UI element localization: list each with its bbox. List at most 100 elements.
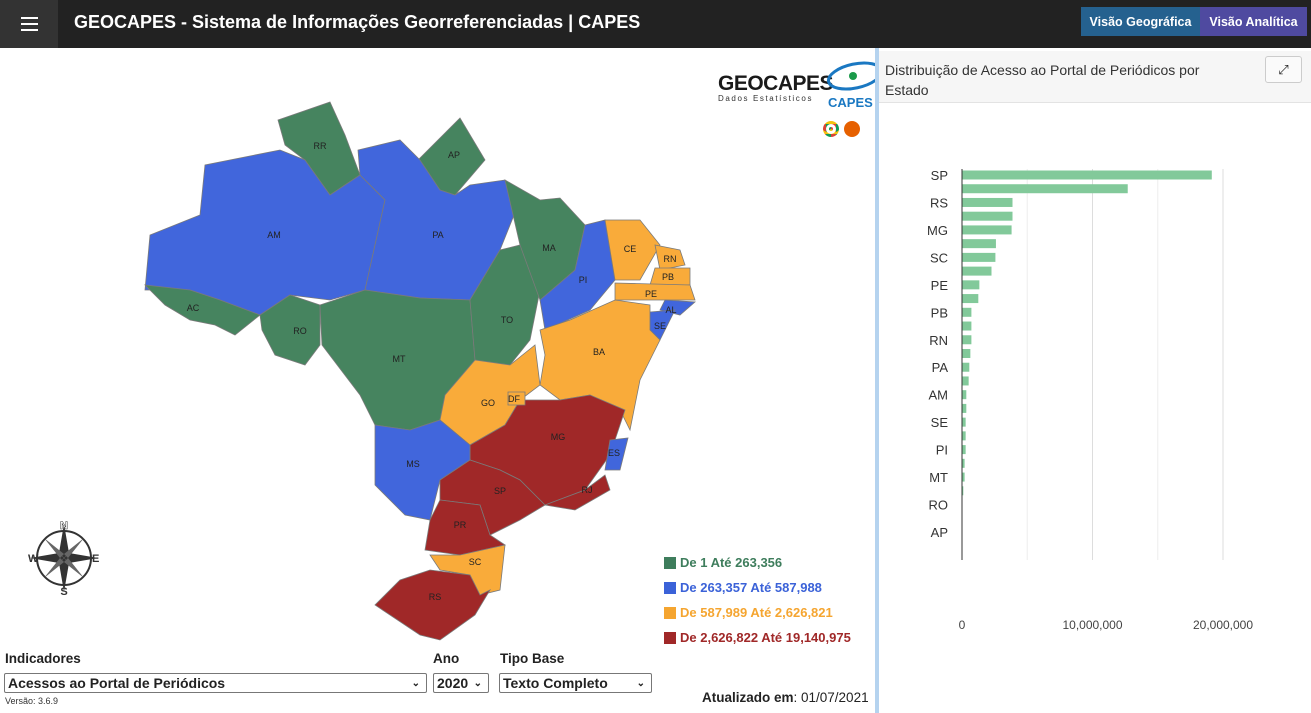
state-label: ES bbox=[608, 448, 620, 458]
hamburger-icon[interactable] bbox=[0, 0, 58, 48]
y-tick-label: MG bbox=[927, 223, 948, 238]
bar[interactable] bbox=[962, 239, 996, 249]
state-label: PA bbox=[432, 230, 443, 240]
state-ba[interactable] bbox=[539, 299, 661, 432]
state-sp[interactable] bbox=[439, 459, 546, 536]
bar[interactable] bbox=[962, 390, 967, 400]
x-tick-label: 0 bbox=[959, 618, 966, 632]
bar[interactable] bbox=[962, 486, 964, 496]
bar[interactable] bbox=[962, 225, 1012, 235]
ano-select[interactable]: 2020 ⌄ bbox=[433, 673, 489, 693]
state-label: RO bbox=[293, 326, 307, 336]
state-sc[interactable] bbox=[429, 544, 506, 596]
bar[interactable] bbox=[962, 321, 972, 331]
ano-value: 2020 bbox=[437, 675, 469, 691]
version-text: Versão: 3.6.9 bbox=[5, 696, 59, 706]
bar[interactable] bbox=[962, 266, 992, 276]
updated-at: Atualizado em: 01/07/2021 bbox=[702, 690, 869, 705]
state-label: AM bbox=[267, 230, 281, 240]
bar[interactable] bbox=[962, 197, 1013, 207]
bar[interactable] bbox=[962, 184, 1128, 194]
state-label: RR bbox=[314, 141, 327, 151]
top-bar: GEOCAPES - Sistema de Informações Georre… bbox=[0, 0, 1311, 48]
state-label: MA bbox=[542, 243, 556, 253]
state-label: SP bbox=[494, 486, 506, 496]
legend-label: De 587,989 Até 2,626,821 bbox=[680, 605, 833, 620]
tipo-base-label: Tipo Base bbox=[500, 651, 565, 666]
state-ac[interactable] bbox=[143, 284, 261, 336]
bar[interactable] bbox=[962, 252, 996, 262]
bar[interactable] bbox=[962, 445, 966, 455]
bar[interactable] bbox=[962, 170, 1212, 180]
svg-text:S: S bbox=[60, 586, 67, 598]
y-tick-label: PA bbox=[932, 360, 949, 375]
capes-text: CAPES bbox=[828, 95, 873, 110]
y-tick-label: SE bbox=[931, 415, 949, 430]
state-es[interactable] bbox=[604, 437, 629, 471]
indicadores-label: Indicadores bbox=[5, 651, 81, 666]
svg-text:W: W bbox=[28, 553, 39, 565]
bar[interactable] bbox=[962, 362, 970, 372]
chart-panel-header: Distribuição de Acesso ao Portal de Peri… bbox=[879, 51, 1311, 103]
state-ce[interactable] bbox=[604, 219, 661, 281]
svg-text:E: E bbox=[92, 553, 99, 565]
visao-geografica-button[interactable]: Visão Geográfica bbox=[1081, 7, 1200, 36]
logo-text: GEOCAPES bbox=[718, 72, 834, 95]
state-label: PR bbox=[454, 520, 467, 530]
chart-panel: Distribuição de Acesso ao Portal de Peri… bbox=[875, 48, 1311, 713]
y-tick-label: PE bbox=[931, 278, 949, 293]
state-rs[interactable] bbox=[374, 569, 492, 641]
state-label: RS bbox=[429, 592, 442, 602]
legend-swatch bbox=[664, 631, 676, 644]
state-rn[interactable] bbox=[654, 244, 686, 271]
y-tick-label: PB bbox=[931, 305, 948, 320]
y-tick-label: SC bbox=[930, 250, 948, 265]
bar[interactable] bbox=[962, 417, 966, 427]
legend-swatch bbox=[664, 556, 676, 569]
bar[interactable] bbox=[962, 458, 965, 468]
state-label: GO bbox=[481, 398, 495, 408]
legend-item: De 587,989 Até 2,626,821 bbox=[664, 600, 851, 625]
svg-text:N: N bbox=[60, 520, 68, 532]
legend-item: De 2,626,822 Até 19,140,975 bbox=[664, 625, 851, 650]
legend-label: De 263,357 Até 587,988 bbox=[680, 580, 822, 595]
bar[interactable] bbox=[962, 294, 979, 304]
legend-item: De 1 Até 263,356 bbox=[664, 550, 851, 575]
bar[interactable] bbox=[962, 335, 972, 345]
state-label: PB bbox=[662, 272, 674, 282]
tipo-base-select[interactable]: Texto Completo ⌄ bbox=[499, 673, 652, 693]
visao-analitica-button[interactable]: Visão Analítica bbox=[1200, 7, 1307, 36]
y-tick-label: SP bbox=[931, 168, 948, 183]
bar[interactable] bbox=[962, 307, 972, 317]
bar[interactable] bbox=[962, 403, 967, 413]
bar[interactable] bbox=[962, 376, 969, 386]
chrome-icon bbox=[823, 121, 839, 137]
legend-label: De 2,626,822 Até 19,140,975 bbox=[680, 630, 851, 645]
state-ro[interactable] bbox=[259, 294, 321, 366]
chevron-down-icon: ⌄ bbox=[636, 677, 645, 689]
y-tick-label: PI bbox=[936, 443, 948, 458]
state-label: BA bbox=[593, 347, 605, 357]
state-pr[interactable] bbox=[424, 499, 507, 556]
state-label: RJ bbox=[582, 485, 593, 495]
state-label: PI bbox=[579, 275, 588, 285]
y-tick-label: AP bbox=[931, 525, 948, 540]
geocapes-logo: GEOCAPES Dados Estatísticos bbox=[718, 72, 834, 103]
bar[interactable] bbox=[962, 348, 971, 358]
updated-label: Atualizado em bbox=[702, 690, 794, 705]
state-label: MG bbox=[551, 432, 566, 442]
chevron-down-icon: ⌄ bbox=[473, 677, 482, 689]
chart-title: Distribuição de Acesso ao Portal de Peri… bbox=[885, 62, 1200, 98]
bar[interactable] bbox=[962, 431, 966, 441]
state-label: SC bbox=[469, 557, 482, 567]
bar[interactable] bbox=[962, 472, 965, 482]
state-label: AC bbox=[187, 303, 200, 313]
expand-button[interactable]: ⤢ bbox=[1265, 56, 1302, 83]
state-df[interactable] bbox=[507, 391, 526, 406]
state-rj[interactable] bbox=[543, 474, 611, 511]
indicadores-select[interactable]: Acessos ao Portal de Periódicos ⌄ bbox=[4, 673, 427, 693]
bar[interactable] bbox=[962, 211, 1013, 221]
bar[interactable] bbox=[962, 280, 980, 290]
state-label: SE bbox=[654, 321, 666, 331]
y-tick-label: RS bbox=[930, 195, 948, 210]
